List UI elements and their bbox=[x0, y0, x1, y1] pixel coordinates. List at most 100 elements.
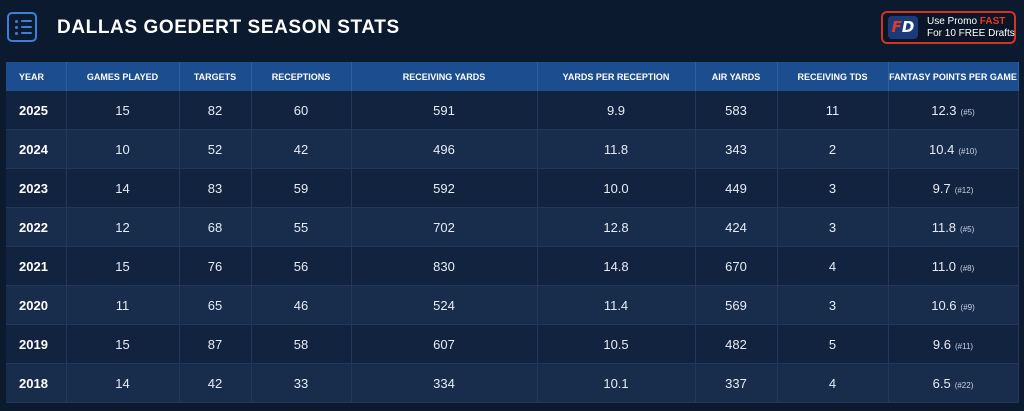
table-row: 2020 11 65 46 524 11.4 569 3 10.6 (#9) bbox=[6, 285, 1019, 325]
fppg-rank: (#11) bbox=[954, 341, 974, 351]
col-air-yards-cell: 569 bbox=[695, 285, 778, 325]
table-row: 2024 10 52 42 496 11.8 343 2 10.4 (#10) bbox=[6, 129, 1019, 169]
col-fantasy-points-per-game-cell: 9.6 (#11) bbox=[888, 324, 1019, 364]
col-fantasy-points-per-game-cell: 11.8 (#5) bbox=[888, 207, 1019, 247]
col-air-yards-cell: 482 bbox=[695, 324, 778, 364]
col-receiving-tds-cell: 11 bbox=[777, 91, 889, 130]
col-receptions-cell: 56 bbox=[251, 246, 352, 286]
col-receptions-cell: 59 bbox=[251, 168, 352, 208]
col-receiving-tds-header: RECEIVING TDS bbox=[777, 62, 889, 91]
table-row: 2021 15 76 56 830 14.8 670 4 11.0 (#8) bbox=[6, 246, 1019, 286]
fppg-value: 10.4 bbox=[929, 141, 955, 157]
col-receiving-tds-cell: 5 bbox=[777, 324, 889, 364]
col-games-played-cell: 11 bbox=[66, 285, 180, 325]
table-row: 2025 15 82 60 591 9.9 583 11 12.3 (#5) bbox=[6, 91, 1019, 130]
col-year-cell: 2025 bbox=[6, 91, 67, 130]
col-air-yards-cell: 449 bbox=[695, 168, 778, 208]
fppg-rank: (#5) bbox=[960, 224, 975, 234]
fppg-value: 11.8 bbox=[931, 219, 957, 235]
col-receptions-cell: 42 bbox=[251, 129, 352, 169]
col-receptions-cell: 55 bbox=[251, 207, 352, 247]
col-targets-cell: 82 bbox=[179, 91, 252, 130]
col-year-cell: 2020 bbox=[6, 285, 67, 325]
fppg-rank: (#9) bbox=[960, 302, 975, 312]
col-receiving-yards-cell: 592 bbox=[351, 168, 538, 208]
col-fantasy-points-per-game-header: FANTASY POINTS PER GAME bbox=[888, 62, 1019, 91]
col-receiving-yards-cell: 591 bbox=[351, 91, 538, 130]
col-games-played-cell: 12 bbox=[66, 207, 180, 247]
col-receptions-cell: 60 bbox=[251, 91, 352, 130]
col-games-played-cell: 15 bbox=[66, 91, 180, 130]
fppg-value: 12.3 bbox=[931, 102, 957, 118]
table-row: 2023 14 83 59 592 10.0 449 3 9.7 (#12) bbox=[6, 168, 1019, 208]
col-games-played-cell: 14 bbox=[66, 363, 180, 403]
table-header-row: YEAR GAMES PLAYED TARGETS RECEPTIONS RECEIVI… bbox=[6, 62, 1019, 91]
col-year-cell: 2018 bbox=[6, 363, 67, 403]
col-year-cell: 2021 bbox=[6, 246, 67, 286]
col-fantasy-points-per-game-cell: 6.5 (#22) bbox=[888, 363, 1019, 403]
col-yards-per-reception-cell: 9.9 bbox=[537, 91, 696, 130]
fppg-value: 10.6 bbox=[931, 297, 957, 313]
col-air-yards-cell: 583 bbox=[695, 91, 778, 130]
promo-text-line1: Use Promo FAST bbox=[927, 16, 1006, 27]
fppg-value: 11.0 bbox=[931, 258, 957, 274]
col-air-yards-cell: 343 bbox=[695, 129, 778, 169]
col-year-cell: 2024 bbox=[6, 129, 67, 169]
page-title: DALLAS GOEDERT SEASON STATS bbox=[57, 17, 400, 38]
col-games-played-cell: 14 bbox=[66, 168, 180, 208]
col-receiving-yards-cell: 524 bbox=[351, 285, 538, 325]
fppg-value: 6.5 bbox=[932, 375, 951, 391]
col-air-yards-cell: 670 bbox=[695, 246, 778, 286]
col-year-cell: 2023 bbox=[6, 168, 67, 208]
table-row: 2018 14 42 33 334 10.1 337 4 6.5 (#22) bbox=[6, 363, 1019, 403]
col-targets-cell: 65 bbox=[179, 285, 252, 325]
col-targets-cell: 83 bbox=[179, 168, 252, 208]
col-receptions-header: RECEPTIONS bbox=[251, 62, 352, 91]
col-targets-cell: 42 bbox=[179, 363, 252, 403]
col-yards-per-reception-cell: 12.8 bbox=[537, 207, 696, 247]
col-games-played-header: GAMES PLAYED bbox=[66, 62, 180, 91]
fppg-rank: (#12) bbox=[954, 185, 974, 195]
col-air-yards-header: AIR YARDS bbox=[695, 62, 778, 91]
table-row: 2022 12 68 55 702 12.8 424 3 11.8 (#5) bbox=[6, 207, 1019, 247]
col-fantasy-points-per-game-cell: 10.6 (#9) bbox=[888, 285, 1019, 325]
col-targets-cell: 87 bbox=[179, 324, 252, 364]
col-fantasy-points-per-game-cell: 12.3 (#5) bbox=[888, 91, 1019, 130]
col-air-yards-cell: 337 bbox=[695, 363, 778, 403]
col-fantasy-points-per-game-cell: 11.0 (#8) bbox=[888, 246, 1019, 286]
col-receiving-tds-cell: 3 bbox=[777, 168, 889, 208]
col-receiving-yards-header: RECEIVING YARDS bbox=[351, 62, 538, 91]
fppg-rank: (#22) bbox=[954, 380, 974, 390]
fppg-rank: (#5) bbox=[960, 107, 975, 117]
col-receiving-tds-cell: 4 bbox=[777, 363, 889, 403]
list-icon bbox=[7, 12, 37, 42]
fd-logo-icon: FD bbox=[888, 16, 918, 39]
col-receptions-cell: 58 bbox=[251, 324, 352, 364]
col-targets-cell: 68 bbox=[179, 207, 252, 247]
col-receptions-cell: 46 bbox=[251, 285, 352, 325]
col-yards-per-reception-cell: 10.1 bbox=[537, 363, 696, 403]
col-year-cell: 2019 bbox=[6, 324, 67, 364]
table-row: 2019 15 87 58 607 10.5 482 5 9.6 (#11) bbox=[6, 324, 1019, 364]
promo-banner[interactable]: FD Use Promo FAST For 10 FREE Drafts bbox=[881, 11, 1016, 44]
promo-text-line2: For 10 FREE Drafts bbox=[927, 28, 1015, 39]
season-stats-table: YEAR GAMES PLAYED TARGETS RECEPTIONS RECEIVI… bbox=[6, 62, 1019, 403]
col-yards-per-reception-cell: 11.8 bbox=[537, 129, 696, 169]
col-receiving-tds-cell: 4 bbox=[777, 246, 889, 286]
col-yards-per-reception-cell: 10.5 bbox=[537, 324, 696, 364]
col-receiving-yards-cell: 334 bbox=[351, 363, 538, 403]
col-receiving-tds-cell: 2 bbox=[777, 129, 889, 169]
col-yards-per-reception-cell: 14.8 bbox=[537, 246, 696, 286]
col-receiving-yards-cell: 830 bbox=[351, 246, 538, 286]
col-targets-cell: 52 bbox=[179, 129, 252, 169]
fppg-rank: (#8) bbox=[960, 263, 975, 273]
col-yards-per-reception-cell: 11.4 bbox=[537, 285, 696, 325]
col-receiving-yards-cell: 607 bbox=[351, 324, 538, 364]
col-yards-per-reception-header: YARDS PER RECEPTION bbox=[537, 62, 696, 91]
promo-code: FAST bbox=[979, 16, 1006, 27]
col-receptions-cell: 33 bbox=[251, 363, 352, 403]
col-games-played-cell: 10 bbox=[66, 129, 180, 169]
col-receiving-tds-cell: 3 bbox=[777, 285, 889, 325]
col-yards-per-reception-cell: 10.0 bbox=[537, 168, 696, 208]
fppg-rank: (#10) bbox=[958, 146, 977, 156]
